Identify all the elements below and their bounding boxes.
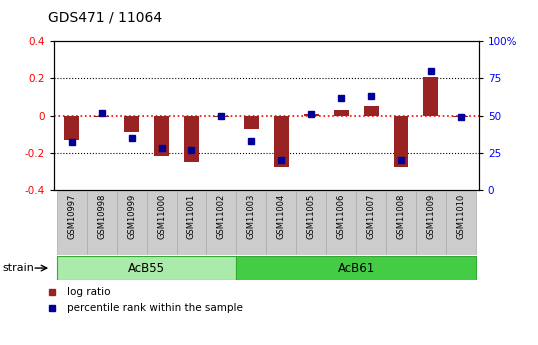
Text: GSM11001: GSM11001 (187, 194, 196, 239)
Bar (364, 106, 379, 116)
Bar (64, 116, 79, 140)
Bar (57, 256, 236, 280)
Bar (214, 116, 229, 117)
Bar (446, 191, 476, 255)
Text: GSM11004: GSM11004 (277, 194, 286, 239)
Bar (274, 116, 289, 168)
Bar (146, 191, 176, 255)
Text: GSM11006: GSM11006 (337, 194, 345, 239)
Bar (244, 116, 259, 129)
Bar (207, 191, 236, 255)
Bar (356, 191, 386, 255)
Text: GSM11009: GSM11009 (427, 194, 435, 239)
Bar (184, 116, 199, 162)
Text: GSM11000: GSM11000 (157, 194, 166, 239)
Bar (304, 114, 318, 116)
Text: GSM11010: GSM11010 (456, 194, 465, 239)
Bar (393, 116, 408, 168)
Bar (117, 191, 146, 255)
Bar (416, 191, 446, 255)
Bar (87, 191, 117, 255)
Text: GSM11003: GSM11003 (247, 194, 256, 239)
Text: GSM10997: GSM10997 (67, 194, 76, 239)
Text: GSM11002: GSM11002 (217, 194, 226, 239)
Text: GDS471 / 11064: GDS471 / 11064 (48, 10, 162, 24)
Text: GSM11005: GSM11005 (307, 194, 316, 239)
Bar (57, 191, 87, 255)
Bar (266, 191, 296, 255)
Bar (326, 191, 356, 255)
Text: GSM10998: GSM10998 (97, 194, 106, 239)
Bar (334, 110, 349, 116)
Bar (236, 191, 266, 255)
Text: percentile rank within the sample: percentile rank within the sample (67, 303, 243, 313)
Text: strain: strain (3, 263, 34, 273)
Bar (94, 116, 109, 117)
Bar (124, 116, 139, 132)
Bar (154, 116, 169, 156)
Text: log ratio: log ratio (67, 287, 111, 297)
Text: GSM10999: GSM10999 (127, 194, 136, 239)
Text: GSM11007: GSM11007 (366, 194, 376, 239)
Bar (296, 191, 326, 255)
Bar (176, 191, 207, 255)
Text: GSM11008: GSM11008 (397, 194, 406, 239)
Bar (454, 116, 469, 117)
Text: AcB55: AcB55 (128, 262, 165, 275)
Text: AcB61: AcB61 (337, 262, 375, 275)
Bar (386, 191, 416, 255)
Bar (423, 77, 438, 116)
Bar (236, 256, 476, 280)
